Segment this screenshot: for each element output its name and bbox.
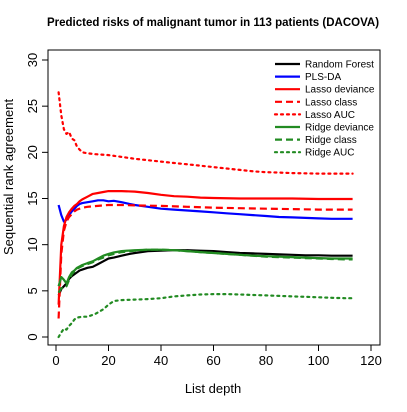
legend-entry-random-forest: Random Forest — [305, 60, 374, 71]
series-line-pls-da — [57, 199, 353, 223]
x-axis: 0 20 40 60 80 100 120 — [52, 344, 382, 368]
legend-entry-pls-da: PLS-DA — [305, 72, 341, 83]
legend-entry-lasso-class: Lasso class — [305, 97, 357, 108]
x-tick-label: 80 — [259, 353, 273, 368]
legend-entry-lasso-auc: Lasso AUC — [305, 110, 355, 121]
x-tick-label: 120 — [360, 353, 382, 368]
x-axis-label: List depth — [185, 381, 241, 396]
y-tick-label: 0 — [25, 333, 40, 340]
chart-title: Predicted risks of malignant tumor in 11… — [47, 17, 379, 29]
y-axis-label: Sequential rank agreement — [1, 99, 16, 255]
x-tick-label: 100 — [308, 353, 330, 368]
legend-entry-ridge-auc: Ridge AUC — [305, 148, 354, 159]
x-tick-label: 0 — [52, 353, 59, 368]
series-line-random-forest — [57, 249, 353, 296]
series-line-lasso-deviance — [57, 190, 353, 305]
series-layer — [57, 91, 354, 339]
legend-entry-ridge-deviance: Ridge deviance — [305, 123, 374, 134]
x-tick-label: 40 — [154, 353, 168, 368]
series-line-lasso-class — [57, 203, 353, 319]
y-tick-label: 30 — [25, 53, 40, 67]
legend-entry-lasso-deviance: Lasso deviance — [305, 85, 375, 96]
series-line-lasso-auc — [57, 91, 354, 175]
y-tick-label: 15 — [25, 191, 40, 205]
series-line-ridge-class — [57, 248, 353, 294]
y-tick-label: 25 — [25, 99, 40, 113]
series-line-ridge-auc — [57, 293, 354, 339]
x-tick-label: 60 — [206, 353, 220, 368]
x-tick-label: 20 — [101, 353, 115, 368]
y-tick-label: 5 — [25, 287, 40, 294]
legend-entry-ridge-class: Ridge class — [305, 135, 357, 146]
y-tick-label: 20 — [25, 145, 40, 159]
y-tick-label: 10 — [25, 237, 40, 251]
y-axis: 0 5 10 15 20 25 30 — [25, 53, 49, 341]
